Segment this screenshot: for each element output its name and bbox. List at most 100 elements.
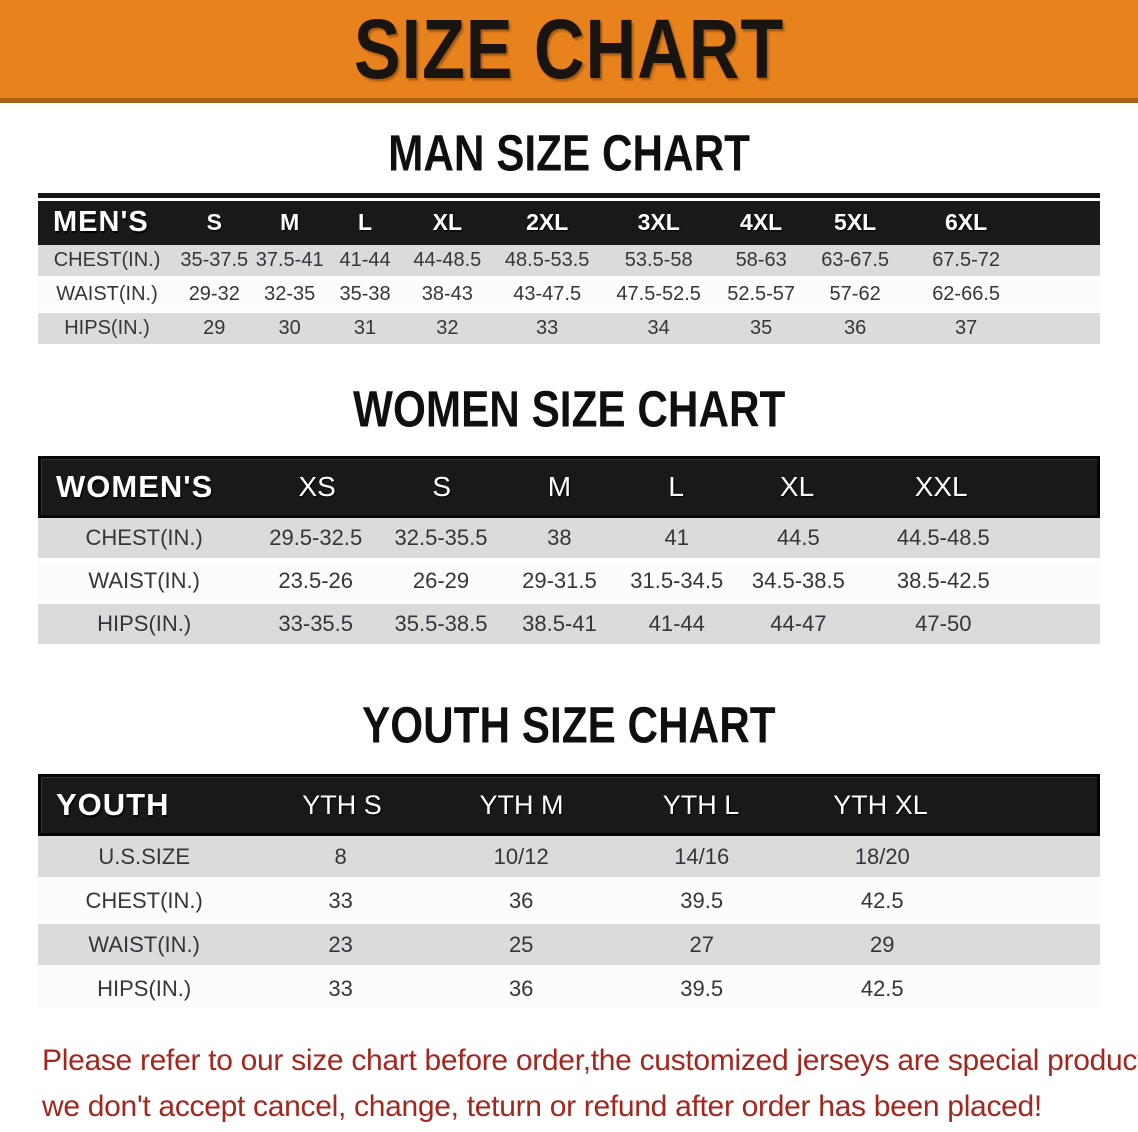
table-row: WAIST(IN.) 23 25 27 29 xyxy=(38,924,1100,969)
size-value-cell: 37.5-41 xyxy=(255,248,324,271)
size-value-cell: 62-66.5 xyxy=(932,282,1001,305)
size-value-cell: 44.5 xyxy=(776,525,820,551)
table-row: U.S.SIZE 8 10/12 14/16 18/20 xyxy=(38,836,1100,881)
table-row: CHEST(IN.) 29.5-32.5 32.5-35.5 38 41 44.5 44.5… xyxy=(38,518,1100,562)
size-column-header: M xyxy=(547,471,572,503)
women-size-table: WOMEN'S XS S M L XL XXL CHEST(IN.) 29.5-32.5 32.… xyxy=(38,456,1100,648)
size-value-cell: 57-62 xyxy=(829,282,881,305)
table-row: HIPS(IN.) 29 30 31 32 33 34 35 36 37 xyxy=(38,312,1100,347)
row-label: WAIST(IN.) xyxy=(88,568,200,594)
row-label: CHEST(IN.) xyxy=(85,525,203,551)
size-value-cell: 27 xyxy=(689,931,714,957)
size-column-header: YTH M xyxy=(479,789,564,820)
size-value-cell: 14/16 xyxy=(674,843,730,869)
size-value-cell: 44-48.5 xyxy=(413,248,482,271)
size-column-header: S xyxy=(432,471,452,503)
row-label: HIPS(IN.) xyxy=(64,316,150,339)
size-column-header: 4XL xyxy=(740,209,783,236)
row-label: WAIST(IN.) xyxy=(88,931,200,957)
table-row: HIPS(IN.) 33-35.5 35.5-38.5 38.5-41 41-44 44-… xyxy=(38,604,1100,648)
men-table-top-rule: MEN'S S M L XL 2XL 3XL 4XL 5XL 6XL xyxy=(38,192,1100,245)
youth-section-heading: YOUTH SIZE CHART xyxy=(362,696,776,754)
women-size-section: WOMEN SIZE CHART WOMEN'S XS S M L XL XXL CHEST… xyxy=(0,379,1138,648)
youth-size-table: YOUTH YTH S YTH M YTH L YTH XL U.S.SIZE 8 10/1… xyxy=(38,774,1100,1013)
row-label: WAIST(IN.) xyxy=(56,282,158,305)
size-value-cell: 38 xyxy=(547,525,572,551)
size-column-header: 5XL xyxy=(834,209,877,236)
size-value-cell: 34 xyxy=(647,316,670,339)
table-row: HIPS(IN.) 33 36 39.5 42.5 xyxy=(38,968,1100,1013)
size-value-cell: 42.5 xyxy=(860,887,904,913)
women-section-heading: WOMEN SIZE CHART xyxy=(352,379,786,437)
table-row: CHEST(IN.) 35-37.5 37.5-41 41-44 44-48.5 48.5… xyxy=(38,244,1100,279)
table-corner-label: WOMEN'S xyxy=(56,469,214,505)
size-value-cell: 53.5-58 xyxy=(624,248,693,271)
banner-title: SIZE CHART xyxy=(353,1,785,97)
size-value-cell: 38.5-42.5 xyxy=(896,568,990,594)
table-row: WAIST(IN.) 23.5-26 26-29 29-31.5 31.5-34.5 34… xyxy=(38,561,1100,605)
size-column-header: L xyxy=(668,471,684,503)
size-value-cell: 36 xyxy=(508,975,534,1001)
size-column-header: M xyxy=(280,209,300,236)
size-value-cell: 52.5-57 xyxy=(727,282,796,305)
size-column-header: XL xyxy=(432,209,463,236)
size-value-cell: 32 xyxy=(436,316,459,339)
size-value-cell: 39.5 xyxy=(680,975,724,1001)
size-value-cell: 47.5-52.5 xyxy=(616,282,701,305)
size-value-cell: 41-44 xyxy=(648,611,705,637)
size-value-cell: 29 xyxy=(203,316,226,339)
size-value-cell: 29-31.5 xyxy=(522,568,597,594)
size-value-cell: 35-38 xyxy=(339,282,391,305)
size-value-cell: 44.5-48.5 xyxy=(896,525,990,551)
size-value-cell: 29.5-32.5 xyxy=(269,525,363,551)
size-value-cell: 29-32 xyxy=(188,282,240,305)
size-column-header: 2XL xyxy=(526,209,569,236)
men-size-table: MEN'S S M L XL 2XL 3XL 4XL 5XL 6XL CHEST(IN.) 35-3… xyxy=(38,192,1100,347)
size-value-cell: 37 xyxy=(954,316,978,339)
size-value-cell: 33 xyxy=(328,975,353,1001)
size-value-cell: 35.5-38.5 xyxy=(394,611,488,637)
row-label: CHEST(IN.) xyxy=(53,248,161,271)
size-column-header: L xyxy=(358,209,373,236)
size-value-cell: 41-44 xyxy=(339,248,391,271)
disclaimer-line-2: we don't accept cancel, change, teturn o… xyxy=(42,1089,1042,1123)
size-value-cell: 38-43 xyxy=(421,282,473,305)
table-row: CHEST(IN.) 33 36 39.5 42.5 xyxy=(38,880,1100,925)
size-column-header: YTH L xyxy=(662,789,740,820)
size-value-cell: 32-35 xyxy=(264,282,316,305)
size-value-cell: 39.5 xyxy=(680,887,724,913)
disclaimer-line-1: Please refer to our size chart before or… xyxy=(42,1044,1138,1078)
size-value-cell: 32.5-35.5 xyxy=(394,525,488,551)
size-column-header: YTH S xyxy=(302,789,382,820)
size-column-header: YTH XL xyxy=(833,789,928,820)
size-value-cell: 31.5-34.5 xyxy=(630,568,724,594)
size-value-cell: 34.5-38.5 xyxy=(751,568,845,594)
size-value-cell: 47-50 xyxy=(915,611,972,637)
size-value-cell: 41 xyxy=(664,525,689,551)
size-value-cell: 63-67.5 xyxy=(821,248,890,271)
women-table-header-bar: WOMEN'S XS S M L XL XXL xyxy=(38,456,1100,519)
size-value-cell: 23.5-26 xyxy=(278,568,354,594)
size-value-cell: 26-29 xyxy=(412,568,470,594)
size-value-cell: 29 xyxy=(870,931,895,957)
size-value-cell: 33 xyxy=(536,316,559,339)
men-table-header-bar: MEN'S S M L XL 2XL 3XL 4XL 5XL 6XL xyxy=(38,200,1100,245)
size-column-header: XXL xyxy=(914,471,968,503)
size-value-cell: 36 xyxy=(844,316,867,339)
size-value-cell: 42.5 xyxy=(860,975,904,1001)
size-value-cell: 25 xyxy=(508,931,534,957)
men-section-heading: MAN SIZE CHART xyxy=(388,123,750,182)
size-value-cell: 43-47.5 xyxy=(513,282,582,305)
youth-size-section: YOUTH SIZE CHART YOUTH YTH S YTH M YTH L YTH… xyxy=(0,696,1138,1013)
table-corner-label: MEN'S xyxy=(53,206,149,239)
size-column-header: 6XL xyxy=(945,209,988,236)
size-value-cell: 44-47 xyxy=(770,611,827,637)
size-column-header: XS xyxy=(298,471,336,503)
size-value-cell: 35 xyxy=(750,316,773,339)
size-column-header: 3XL xyxy=(637,209,680,236)
men-size-section: MAN SIZE CHART MEN'S S M L XL 2XL 3XL 4XL 5XL 6XL… xyxy=(0,123,1138,347)
table-corner-label: YOUTH xyxy=(56,787,170,823)
size-value-cell: 58-63 xyxy=(735,248,787,271)
row-label: CHEST(IN.) xyxy=(85,887,203,913)
youth-table-header-bar: YOUTH YTH S YTH M YTH L YTH XL xyxy=(38,774,1100,837)
